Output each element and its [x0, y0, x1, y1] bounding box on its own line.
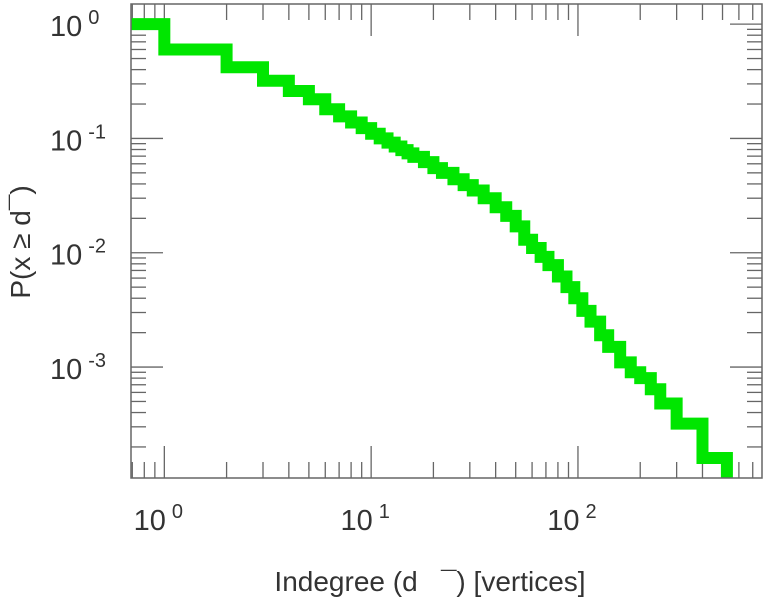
axis-ticks — [131, 4, 762, 478]
y-axis-title: P(x ≥ d¯) — [5, 185, 36, 298]
plot-frame — [130, 3, 763, 479]
x-tick-label: 10 2 — [547, 501, 596, 537]
tick-labels: 10 0 10 1 10 2 10 0 10 -1 10 -2 10 -3 — [50, 7, 597, 537]
series-layer — [131, 18, 733, 478]
ccdf-step-line — [131, 18, 733, 478]
y-tick-label: 10 -2 — [50, 236, 106, 272]
x-tick-label: 10 1 — [340, 501, 389, 537]
x-axis-title: Indegree (d ¯) [vertices] — [274, 566, 585, 597]
y-tick-label: 10 0 — [50, 7, 99, 43]
y-tick-label: 10 -3 — [50, 350, 106, 386]
x-tick-label: 10 0 — [134, 501, 183, 537]
y-tick-label: 10 -1 — [50, 121, 106, 157]
